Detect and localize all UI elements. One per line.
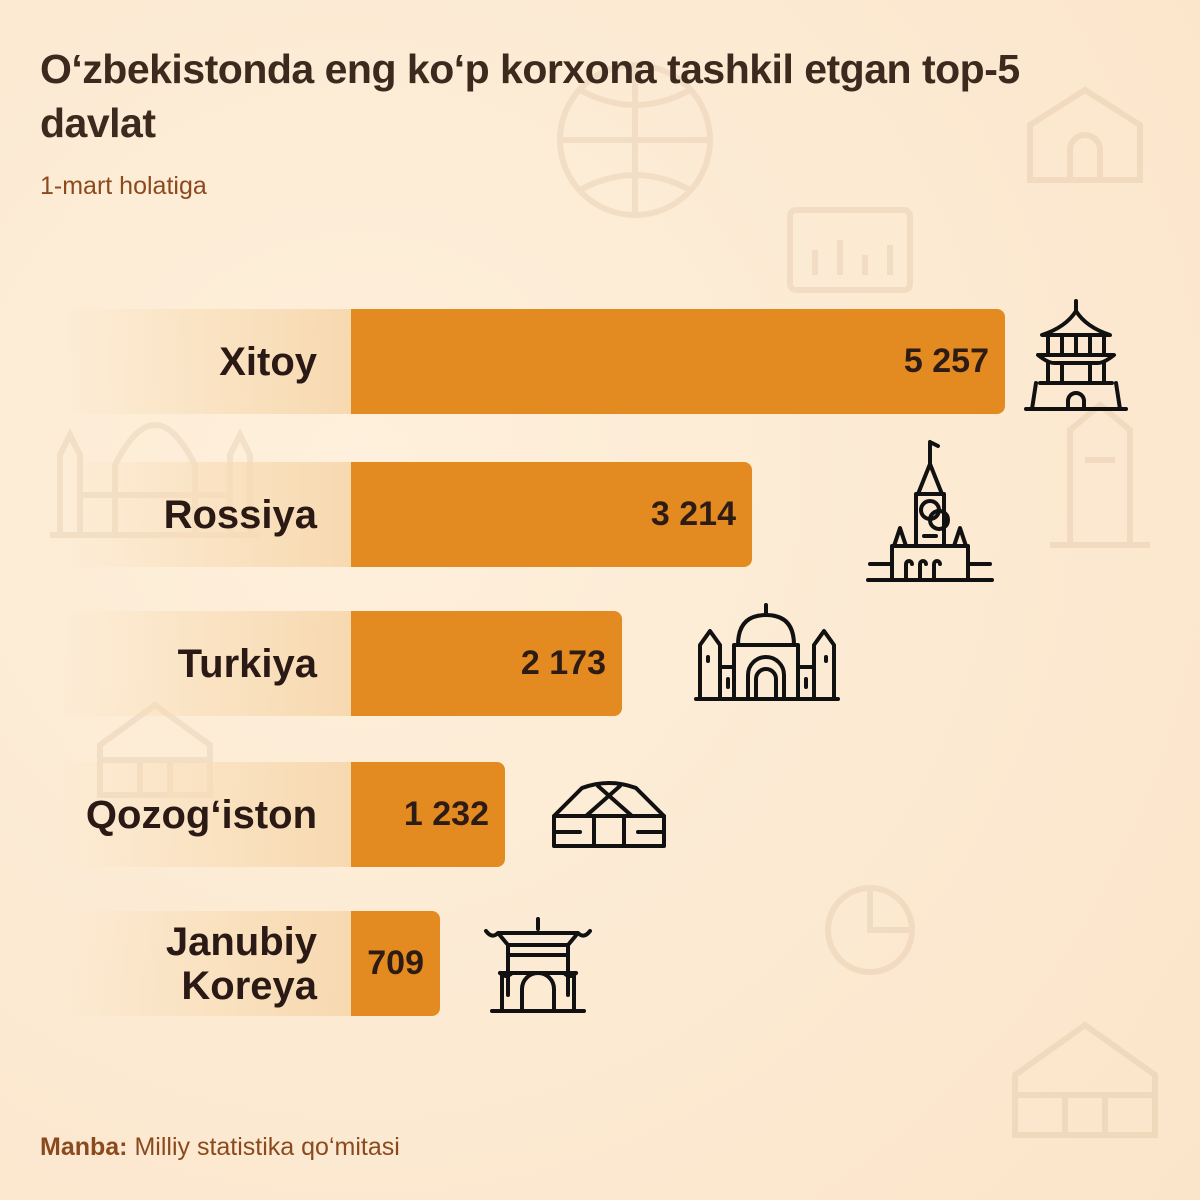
watermark-globe-icon [557, 62, 713, 218]
pagoda-icon [1022, 297, 1130, 422]
bar-row-janubiy-koreya: Janubiy Koreya 709 [0, 911, 1200, 1016]
bar-row-xitoy: Xitoy 5 257 [0, 299, 1200, 414]
watermark-tower-icon [1050, 401, 1150, 548]
watermark-pie-icon [825, 885, 915, 975]
chart-title: O‘zbekistonda eng ko‘p korxona tashkil e… [40, 46, 1020, 146]
yurt-icon [550, 780, 668, 855]
value-label: 2 173 [520, 644, 606, 682]
bar: 3 214 [351, 462, 752, 567]
label-background [60, 462, 351, 567]
label-background [60, 762, 351, 867]
label-background [60, 611, 351, 716]
country-label: Xitoy [219, 339, 317, 384]
label-background [60, 309, 351, 414]
label-background [60, 911, 351, 1016]
country-label: Qozog‘iston [85, 792, 317, 837]
watermark-yurt-icon-2 [1012, 1021, 1158, 1138]
bar-row-rossiya: Rossiya 3 214 [0, 440, 1200, 582]
bar-row-turkiya: Turkiya 2 173 [0, 603, 1200, 716]
chart-subtitle: 1-mart holatiga [40, 172, 207, 200]
bar: 5 257 [351, 309, 1005, 414]
value-label: 709 [367, 944, 424, 982]
value-label: 1 232 [403, 795, 489, 833]
country-label: Turkiya [177, 641, 317, 686]
source-label: Manba: [40, 1133, 128, 1161]
bar: 709 [351, 911, 440, 1016]
watermark-chart-icon [787, 207, 913, 293]
bar: 2 173 [351, 611, 622, 716]
kremlin-tower-icon [866, 436, 994, 591]
korean-gate-icon [482, 915, 594, 1020]
source-note: Manba: Milliy statistika qo‘mitasi [40, 1133, 400, 1162]
country-label: Rossiya [163, 492, 317, 537]
bar-row-qozogiston: Qozog‘iston 1 232 [0, 762, 1200, 867]
value-label: 3 214 [650, 495, 736, 533]
source-text: Milliy statistika qo‘mitasi [134, 1133, 400, 1161]
country-label: Janubiy Koreya [165, 919, 317, 1008]
mosque-icon [688, 603, 846, 708]
watermark-house-icon [1027, 86, 1143, 183]
value-label: 5 257 [903, 342, 989, 380]
bar: 1 232 [351, 762, 505, 867]
